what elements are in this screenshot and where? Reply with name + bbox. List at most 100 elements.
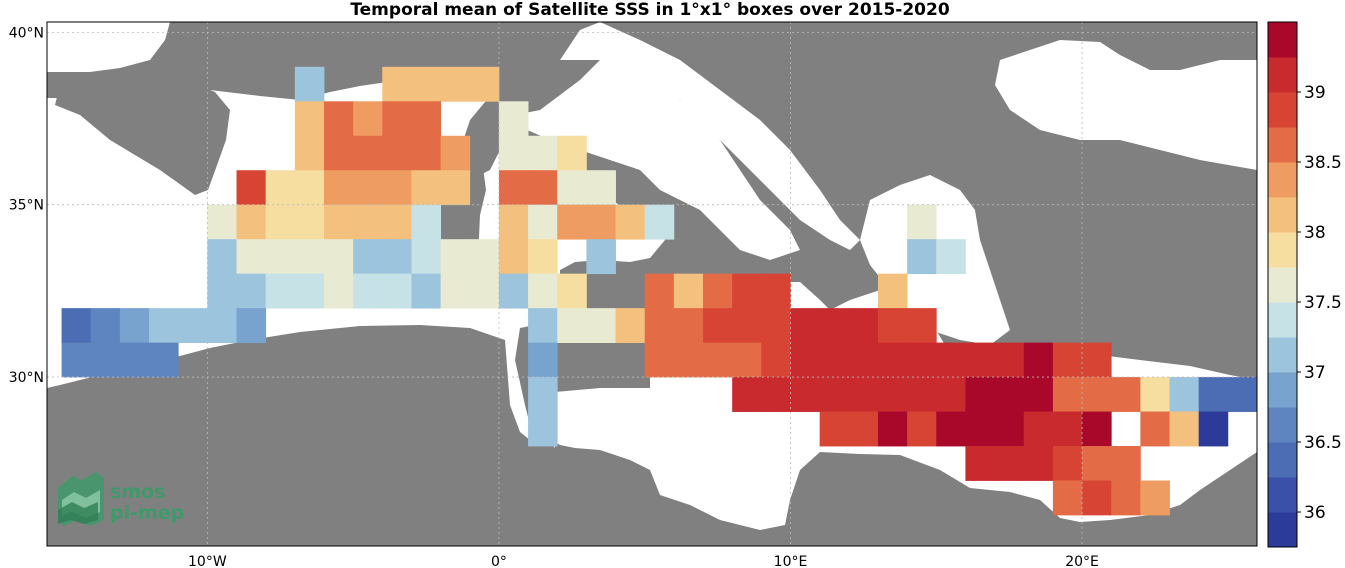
sss-cell <box>294 170 325 206</box>
sss-cell <box>1052 446 1083 481</box>
sss-cell <box>528 239 558 275</box>
sss-cell <box>323 101 354 137</box>
sss-cell <box>1140 377 1170 412</box>
sss-cell <box>236 204 267 240</box>
colorbar-tick-label: 37.5 <box>1304 293 1342 313</box>
sss-cell <box>615 308 646 344</box>
sss-cell <box>207 308 237 344</box>
land-iberia <box>55 80 230 195</box>
sss-cell <box>323 170 354 206</box>
sss-cell <box>498 101 529 137</box>
sss-cell <box>1082 342 1112 378</box>
x-tick-label: 0° <box>491 554 507 568</box>
sss-cell <box>644 308 675 344</box>
sss-cell <box>236 308 267 344</box>
sea-black <box>995 40 1257 170</box>
sss-cell <box>528 273 558 309</box>
sss-cell <box>848 342 879 378</box>
sss-cell <box>907 411 937 447</box>
colorbar-swatch <box>1268 92 1297 128</box>
colorbar-swatch <box>1268 267 1297 303</box>
sss-cell <box>61 342 92 378</box>
sss-cell <box>353 239 383 275</box>
sss-cell <box>265 239 296 275</box>
sss-cell <box>498 170 529 206</box>
sss-cell <box>440 273 471 309</box>
sss-cell <box>732 308 762 344</box>
sss-cell <box>644 273 675 309</box>
sss-cell <box>673 308 704 344</box>
sss-cell <box>353 101 383 137</box>
sss-cell <box>1082 411 1112 447</box>
sss-cell <box>819 411 850 447</box>
sss-cell <box>528 170 558 206</box>
sss-cell <box>994 377 1025 412</box>
sss-cell <box>1023 446 1054 481</box>
sss-cell <box>207 239 237 275</box>
sss-cell <box>528 377 558 412</box>
sss-cell <box>411 273 442 309</box>
sss-cell <box>1052 411 1083 447</box>
sss-cell <box>207 273 237 309</box>
colorbar-tick-label: 36.5 <box>1304 433 1342 453</box>
sss-cell <box>761 342 791 378</box>
sss-cell <box>907 308 937 344</box>
sss-cell <box>819 308 850 344</box>
sss-cell <box>149 342 179 378</box>
sss-cell <box>90 308 121 344</box>
sss-cell <box>382 135 412 171</box>
colorbar-swatch <box>1268 512 1297 548</box>
sss-cell <box>382 239 412 275</box>
logo-line1: smos <box>110 481 165 503</box>
sss-cell <box>236 239 267 275</box>
sss-cell <box>528 135 558 171</box>
y-axis-ticks: 40°N 35°N 30°N <box>9 25 44 386</box>
sss-cell <box>1169 377 1200 412</box>
sss-cell <box>644 204 675 240</box>
sss-cell <box>877 377 908 412</box>
colorbar-frame <box>1267 21 1298 548</box>
sss-cell <box>353 273 383 309</box>
colorbar-ticks: 36 36.5 37 37.5 38 38.5 39 <box>1297 83 1342 523</box>
colorbar-swatch <box>1268 232 1297 268</box>
sss-cell <box>1227 377 1258 412</box>
sss-cell <box>994 446 1025 481</box>
sss-cell <box>936 342 966 378</box>
logo-mark-icon <box>58 472 104 526</box>
x-tick-label: 20°E <box>1065 554 1099 568</box>
sss-cell <box>353 135 383 171</box>
sss-cell <box>411 135 442 171</box>
sss-cell <box>673 342 704 378</box>
sss-cell <box>965 342 995 378</box>
sss-cell <box>528 308 558 344</box>
sss-cell <box>294 273 325 309</box>
colorbar-swatch <box>1268 22 1297 58</box>
sss-cell <box>1082 446 1112 481</box>
sss-cell <box>557 170 587 206</box>
sss-cell <box>382 170 412 206</box>
sss-cell <box>877 308 908 344</box>
sss-cell <box>936 239 966 275</box>
colorbar-tick-label: 36 <box>1304 503 1326 523</box>
map-title: Temporal mean of Satellite SSS in 1°x1° … <box>350 0 950 20</box>
sss-cell <box>1023 377 1054 412</box>
sea-atlantic-north <box>47 22 170 72</box>
sss-cell <box>877 411 908 447</box>
island-cyprus <box>1150 290 1205 308</box>
sss-cell <box>528 204 558 240</box>
sss-cell <box>994 411 1025 447</box>
sss-cell <box>790 342 821 378</box>
sss-cell <box>557 204 587 240</box>
sss-cell <box>1052 480 1083 516</box>
sss-cell <box>1111 480 1141 516</box>
sss-cell <box>557 135 587 171</box>
colorbar-tick-label: 38.5 <box>1304 153 1342 173</box>
sss-cell <box>1023 342 1054 378</box>
sss-cell <box>732 342 762 378</box>
sss-cell <box>877 342 908 378</box>
colorbar-swatch <box>1268 162 1297 198</box>
sss-cell <box>323 239 354 275</box>
sss-cell <box>673 273 704 309</box>
sss-cell <box>819 342 850 378</box>
colorbar-tick-label: 39 <box>1304 83 1326 103</box>
